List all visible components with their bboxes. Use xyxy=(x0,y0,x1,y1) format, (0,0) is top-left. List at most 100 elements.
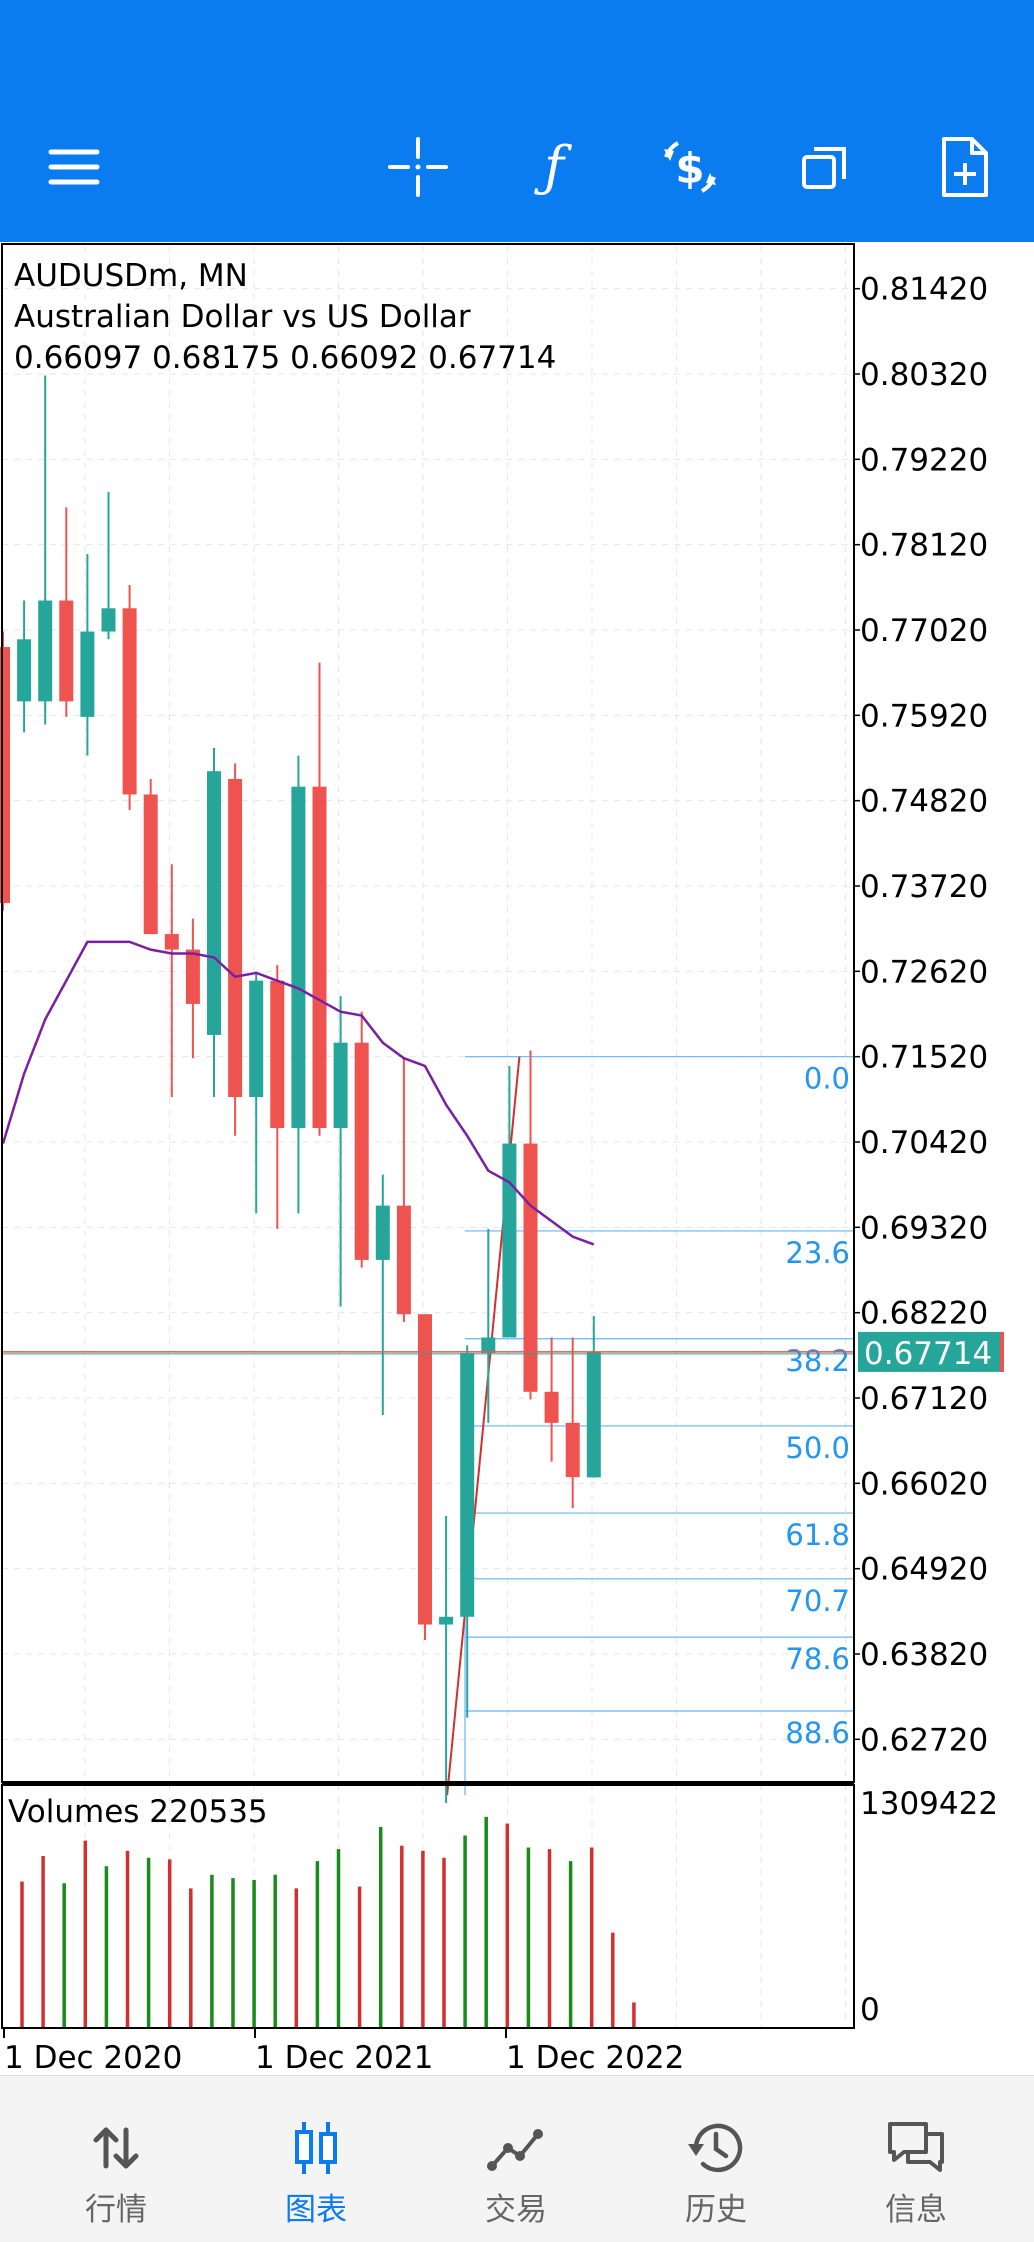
candle-body xyxy=(460,1353,475,1617)
moving-average xyxy=(1,940,595,1246)
candle xyxy=(185,918,200,1059)
candle-body xyxy=(270,980,285,1129)
menu-icon[interactable] xyxy=(42,135,106,199)
fib-level-label: 50.0 xyxy=(785,1431,850,1465)
candle-body xyxy=(80,631,95,717)
nav-messages-label: 信息 xyxy=(885,2192,947,2228)
candle-body xyxy=(59,600,74,702)
candle xyxy=(228,763,243,1136)
candle-body xyxy=(481,1337,496,1354)
current-price-tag xyxy=(858,1331,1004,1372)
candle xyxy=(59,507,74,717)
price-axis-label: 0.80320 xyxy=(860,357,988,393)
crosshair-icon[interactable] xyxy=(386,135,450,199)
price-axis-label: 0.66020 xyxy=(860,1466,988,1502)
candle-body xyxy=(143,794,158,935)
candlesticks xyxy=(0,375,601,1803)
messages-icon xyxy=(888,2122,944,2172)
candle-body xyxy=(38,600,53,702)
candle xyxy=(143,778,158,935)
nav-history-label: 历史 xyxy=(685,2192,747,2228)
candle xyxy=(312,662,327,1136)
candle-body xyxy=(396,1205,411,1315)
candle-body xyxy=(544,1391,559,1423)
nav-history[interactable]: 历史 xyxy=(636,2076,796,2242)
candle-body xyxy=(502,1143,517,1338)
candle xyxy=(291,755,306,1214)
candle xyxy=(481,1228,496,1423)
candle-body xyxy=(249,980,264,1098)
windows-icon[interactable] xyxy=(794,135,858,199)
nav-chart-label: 图表 xyxy=(285,2192,347,2228)
candle-body xyxy=(185,949,200,1004)
candle xyxy=(333,996,348,1307)
price-axis-label: 0.75920 xyxy=(860,698,988,734)
volume-max-label: 1309422 xyxy=(860,1786,998,1822)
candle xyxy=(270,965,285,1229)
nav-chart[interactable]: 图表 xyxy=(236,2076,396,2242)
candle-body xyxy=(565,1422,580,1478)
candle-body xyxy=(333,1042,348,1129)
volume-pane-frame xyxy=(1,1784,855,2029)
price-axis-label: 0.67120 xyxy=(860,1381,988,1417)
chart-grid xyxy=(2,246,854,2028)
price-axis-label: 0.77020 xyxy=(860,613,988,649)
fib-level-label: 88.6 xyxy=(785,1716,850,1750)
fib-level-label: 38.2 xyxy=(785,1344,850,1378)
time-axis-label: 1 Dec 2022 xyxy=(506,2040,684,2072)
fib-level-label: 70.7 xyxy=(785,1584,850,1618)
chart-ohlc: 0.66097 0.68175 0.66092 0.67714 xyxy=(14,340,557,376)
top-toolbar: ƒ $ xyxy=(0,0,1034,242)
candle-body xyxy=(122,608,137,795)
volumes-title: Volumes 220535 xyxy=(8,1794,268,1830)
chart-area[interactable]: 0.0 23.6 38.2 50.0 61.8 70.7 78.6 88.6 0.67714 … xyxy=(0,242,1034,2072)
trade-dollar-icon[interactable]: $ xyxy=(658,135,722,199)
candle xyxy=(396,1058,411,1322)
price-axis-label: 0.81420 xyxy=(860,272,988,308)
axis-labels: 0.81420 0.80320 0.79220 0.78120 0.77020 0.759… xyxy=(3,272,998,2072)
chart-symbol-description: Australian Dollar vs US Dollar xyxy=(14,299,471,335)
indicators-icon[interactable]: ƒ xyxy=(522,135,586,199)
fib-level-label: 0.0 xyxy=(804,1062,850,1096)
candle xyxy=(101,491,116,640)
nav-trade[interactable]: 交易 xyxy=(436,2076,596,2242)
trade-line-icon xyxy=(487,2129,543,2171)
candle xyxy=(565,1337,580,1509)
price-axis-label: 0.78120 xyxy=(860,528,988,564)
price-axis-label: 0.64920 xyxy=(860,1552,988,1588)
candle-body xyxy=(375,1205,390,1260)
nav-quotes-label: 行情 xyxy=(85,2192,147,2228)
candle xyxy=(122,585,137,810)
price-axis-label: 0.62720 xyxy=(860,1722,988,1758)
candle-body xyxy=(312,786,327,1129)
candle xyxy=(439,1515,454,1803)
quotes-arrows-icon xyxy=(93,2127,139,2169)
new-order-icon[interactable] xyxy=(932,135,996,199)
nav-quotes[interactable]: 行情 xyxy=(36,2076,196,2242)
candle-body xyxy=(586,1351,601,1478)
price-axis-label: 0.79220 xyxy=(860,442,988,478)
price-axis-label: 0.69320 xyxy=(860,1210,988,1246)
candle xyxy=(38,375,53,725)
price-axis-label: 0.73720 xyxy=(860,869,988,905)
candle xyxy=(502,1065,517,1338)
candle xyxy=(460,1345,475,1718)
price-axis-label: 0.70420 xyxy=(860,1125,988,1161)
nav-messages[interactable]: 信息 xyxy=(836,2076,996,2242)
moving-average-line xyxy=(1,940,595,1246)
candle-body xyxy=(207,771,221,1035)
candle-body xyxy=(418,1314,432,1625)
fib-level-label: 61.8 xyxy=(785,1518,850,1552)
bottom-navigation: 行情 图表 交易 历史 信息 xyxy=(0,2075,1034,2242)
svg-text:ƒ: ƒ xyxy=(534,135,572,198)
volume-min-label: 0 xyxy=(860,1992,880,2028)
nav-trade-label: 交易 xyxy=(485,2192,547,2228)
price-chart-canvas[interactable]: 0.023.638.250.061.870.778.688.6 0.67714 … xyxy=(0,242,1034,2072)
current-price-label: 0.67714 xyxy=(864,1336,992,1372)
candle-body xyxy=(354,1042,369,1260)
candle-body xyxy=(439,1616,454,1625)
fib-level-label: 78.6 xyxy=(785,1642,850,1676)
svg-text:$: $ xyxy=(675,144,704,193)
candle xyxy=(164,864,179,1098)
candle-body xyxy=(228,778,243,1098)
